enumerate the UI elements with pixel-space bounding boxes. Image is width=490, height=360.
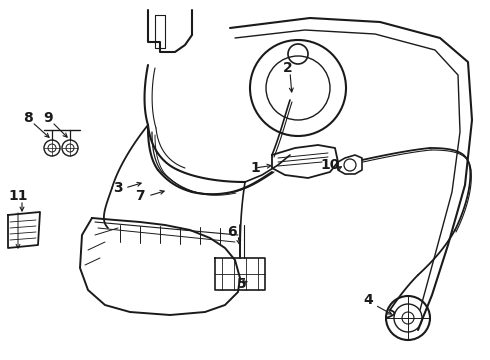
Text: 10: 10 (320, 158, 340, 172)
Text: 3: 3 (113, 181, 123, 195)
Text: 8: 8 (23, 111, 33, 125)
Text: 2: 2 (283, 61, 293, 75)
Text: 4: 4 (363, 293, 373, 307)
Text: 6: 6 (227, 225, 237, 239)
Text: 9: 9 (43, 111, 53, 125)
Text: 5: 5 (237, 277, 247, 291)
Text: 11: 11 (8, 189, 28, 203)
Text: 7: 7 (135, 189, 145, 203)
Text: 1: 1 (250, 161, 260, 175)
